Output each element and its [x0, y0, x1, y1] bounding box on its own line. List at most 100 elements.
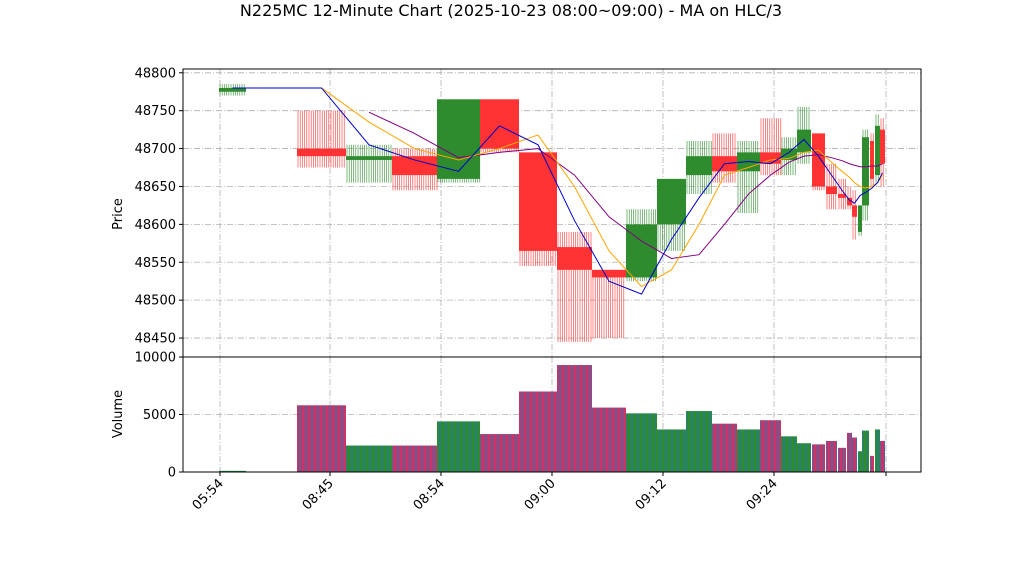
volume-bar [880, 440, 885, 472]
ma-mid-line [321, 87, 883, 288]
volume-bar-body [875, 429, 880, 472]
volume-axis-label: Volume [111, 390, 126, 438]
candle-body [519, 152, 557, 251]
volume-bar [737, 429, 760, 472]
candle-body [686, 156, 712, 176]
volume-bar-body [847, 432, 852, 472]
volume-bar [862, 430, 869, 472]
candle-body [847, 197, 852, 206]
price-y-tick-label: 48550 [135, 256, 176, 271]
volume-bar [519, 391, 557, 472]
ma-fast-line [232, 87, 883, 295]
volume-bar-body [592, 407, 626, 472]
candle-body [557, 247, 592, 270]
volume-bar-body [838, 447, 846, 472]
candle-body [592, 269, 626, 278]
volume-bar-body [519, 391, 557, 472]
price-y-tick-label: 48500 [135, 294, 176, 309]
volume-bar-body [797, 443, 811, 472]
candle-body [437, 99, 480, 179]
price-y-tick-label: 48650 [135, 180, 176, 195]
volume-bar-body [686, 411, 712, 472]
candle-body [852, 205, 857, 217]
candle-body [870, 141, 874, 179]
candle [346, 144, 392, 183]
ma-lines [232, 87, 883, 295]
ma-slow-line [368, 111, 883, 259]
price-y-tick-label: 48700 [135, 142, 176, 157]
volume-bar [686, 411, 712, 472]
volume-y-tick-label: 5000 [143, 408, 176, 423]
candle-body [880, 129, 885, 164]
candle-body [760, 152, 781, 164]
volume-bar-body [812, 444, 825, 472]
volume-bar [760, 420, 781, 472]
volume-bar [838, 447, 846, 472]
volume-bar [797, 443, 811, 472]
price-y-tick-label: 48800 [135, 66, 176, 81]
volume-bar [297, 405, 346, 472]
candle [760, 118, 782, 176]
volume-bar [557, 365, 592, 472]
candle-body [219, 87, 246, 92]
price-y-tick-label: 48450 [135, 332, 176, 347]
candle [592, 269, 625, 339]
volume-bars [219, 365, 885, 472]
volume-bar-body [781, 436, 797, 472]
volume-bar [480, 434, 519, 472]
volume-bar [852, 437, 857, 472]
volume-bar [657, 429, 686, 472]
volume-bar [870, 455, 874, 472]
price-y-tick-label: 48750 [135, 104, 176, 119]
candle [297, 110, 345, 168]
volume-bar-body [437, 421, 480, 472]
volume-bar-body [346, 445, 392, 472]
volume-y-tick-label: 0 [168, 466, 176, 481]
volume-bar [346, 445, 392, 472]
candle-body [797, 129, 811, 153]
price-y-axis: 48450 48500 48550 48600 48650 48700 48750 48800 [135, 66, 183, 347]
volume-y-tick-label: 10000 [135, 351, 176, 366]
candle-body [392, 156, 437, 176]
volume-bar-body [880, 440, 885, 472]
volume-bar-body [557, 365, 592, 472]
x-tick-label: 09:00 [522, 476, 559, 513]
volume-bar [626, 413, 657, 472]
candle-body [781, 148, 797, 160]
candle-body [812, 133, 825, 187]
x-tick-label: 05:54 [190, 476, 227, 513]
candle-body [858, 205, 862, 232]
volume-bar [392, 445, 437, 472]
volume-bar-body [737, 429, 760, 472]
candle [737, 141, 759, 213]
candle-body [826, 186, 837, 195]
volume-bar [875, 429, 880, 472]
chart-title: N225MC 12-Minute Chart (2025-10-23 08:00… [240, 1, 782, 20]
volume-bar-body [858, 451, 862, 472]
x-tick-label: 09:12 [633, 476, 670, 513]
volume-bar-body [870, 455, 874, 472]
candle-body [297, 148, 346, 157]
volume-bar [847, 432, 852, 472]
volume-bar-body [826, 440, 837, 472]
volume-bar-body [852, 437, 857, 472]
price-axis-label: Price [111, 198, 126, 230]
volume-bar [437, 421, 480, 472]
candle-body [657, 178, 686, 225]
volume-bar [812, 444, 825, 472]
volume-bar-body [862, 430, 869, 472]
x-axis: 05:54 08:45 08:54 09:00 09:12 09:24 [190, 472, 887, 513]
candle-body [862, 137, 869, 206]
x-tick-label: 09:24 [744, 476, 781, 513]
price-bodies [219, 87, 885, 278]
volume-bar [592, 407, 626, 472]
volume-bar-body [712, 423, 737, 472]
price-y-tick-label: 48600 [135, 218, 176, 233]
x-tick-label: 08:45 [300, 476, 337, 513]
volume-bar [858, 451, 862, 472]
volume-bar [781, 436, 797, 472]
volume-y-axis: 0 5000 10000 [135, 351, 183, 481]
volume-bar [826, 440, 837, 472]
